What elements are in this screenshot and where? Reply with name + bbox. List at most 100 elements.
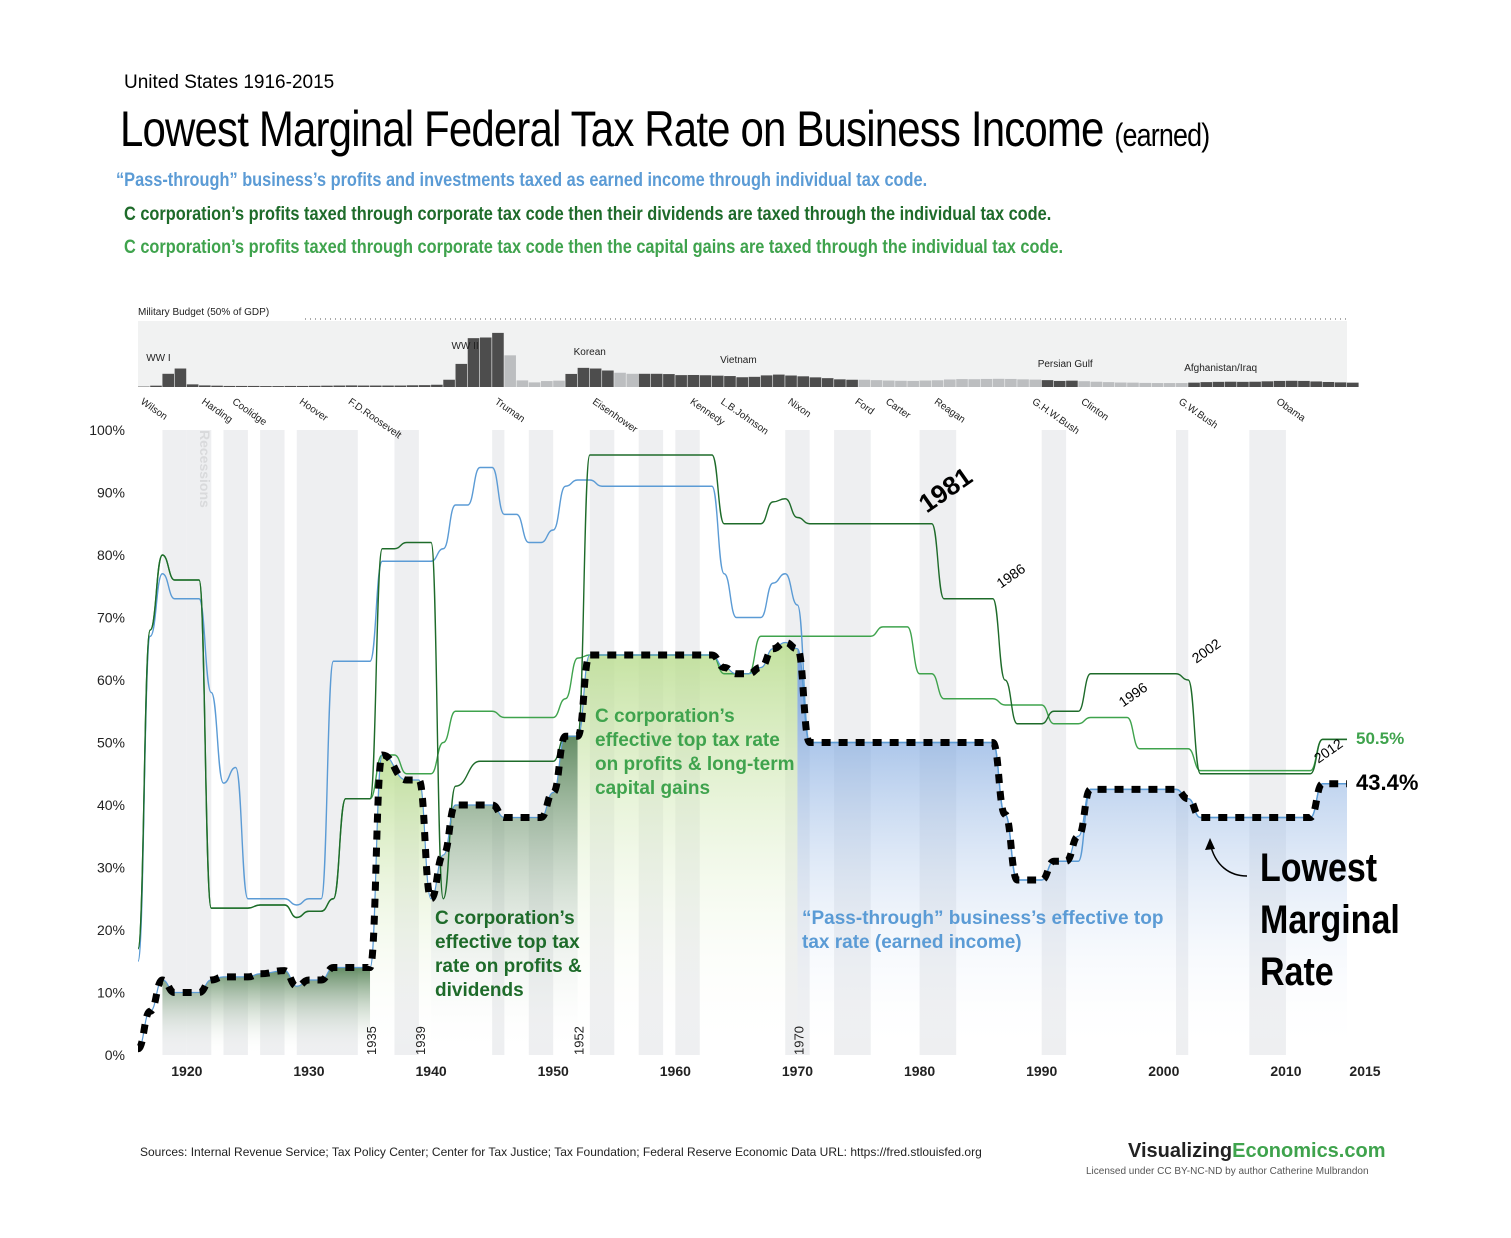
military-bar: [589, 368, 602, 387]
military-bar: [980, 378, 993, 387]
brand-logo: VisualizingEconomics.com: [1128, 1140, 1386, 1163]
military-bar: [614, 372, 626, 387]
military-bar: [626, 373, 639, 387]
military-bar: [1310, 381, 1322, 387]
military-bar: [736, 377, 748, 387]
y-tick-label: 20%: [97, 922, 125, 938]
military-bar: [992, 378, 1005, 387]
arrow-head: [1205, 838, 1215, 850]
military-bar: [150, 385, 162, 387]
president-label: Ford: [853, 396, 876, 417]
recession-band: [186, 430, 212, 1055]
y-tick-label: 100%: [89, 422, 125, 438]
x-tick-label: 2010: [1270, 1063, 1301, 1079]
military-bar: [931, 380, 944, 387]
military-bar: [211, 385, 223, 387]
event-year-label: 1935: [364, 1026, 379, 1055]
military-bar: [1273, 380, 1286, 387]
military-bar: [467, 338, 480, 387]
military-bar: [394, 385, 407, 387]
war-label: Vietnam: [720, 355, 757, 366]
military-bar: [968, 379, 981, 387]
x-tick-label: 1980: [904, 1063, 935, 1079]
military-bar: [1017, 379, 1029, 387]
military-bar: [1334, 382, 1347, 387]
area-capital-gains-1936: [370, 755, 432, 1055]
president-label: Nixon: [786, 396, 813, 420]
military-bar: [565, 373, 578, 387]
military-bar: [1151, 383, 1164, 387]
x-tick-label: 1970: [782, 1063, 813, 1079]
title-main: Lowest Marginal Federal Tax Rate on Busi…: [120, 101, 1104, 157]
x-tick-label: 1950: [538, 1063, 569, 1079]
annotation-dividends: C corporation’s effective top tax rate o…: [435, 908, 582, 1001]
military-bar: [1005, 378, 1017, 387]
military-bar: [162, 373, 175, 387]
series-line-lowest: [134, 638, 1347, 1053]
military-bar: [528, 382, 541, 387]
annotation-pass-through: “Pass-through” business’s effective top …: [802, 908, 1164, 953]
military-bar: [260, 386, 272, 387]
recession-band: [223, 430, 248, 1055]
war-label: Afghanistan/Iraq: [1184, 363, 1257, 374]
military-bar: [785, 375, 797, 387]
military-bar: [809, 377, 822, 387]
military-bar: [418, 385, 431, 387]
chart-subtitle: United States 1916-2015: [124, 72, 335, 93]
military-bar: [858, 379, 871, 387]
military-bar: [1347, 382, 1359, 387]
military-bar: [235, 385, 248, 387]
war-label: WW I: [146, 353, 170, 364]
war-label: Korean: [574, 347, 606, 358]
military-bar: [1212, 381, 1225, 387]
brand-suffix: Economics.com: [1232, 1140, 1386, 1162]
president-label: Obama: [1274, 396, 1308, 424]
military-bar: [711, 375, 724, 387]
y-tick-label: 40%: [97, 797, 125, 813]
military-bar: [455, 363, 468, 387]
military-bar: [1322, 381, 1335, 387]
military-bar: [1041, 380, 1054, 387]
area-capital-gains-1950s: [577, 642, 798, 1055]
military-bar: [846, 379, 858, 387]
military-bar: [1200, 382, 1213, 387]
recession-band: [296, 430, 358, 1055]
president-label: Eisenhower: [590, 396, 640, 435]
line-year-label: 2002: [1189, 635, 1224, 666]
event-year-label: 1970: [791, 1026, 806, 1055]
military-bar: [406, 385, 419, 387]
military-bar: [944, 379, 956, 387]
x-tick-label: 1960: [660, 1063, 691, 1079]
x-tick-label: 1940: [416, 1063, 447, 1079]
military-bar: [541, 381, 553, 387]
military-bar: [1249, 381, 1261, 387]
military-bar: [821, 378, 834, 387]
president-label: Hoover: [297, 396, 330, 424]
president-label: Clinton: [1079, 396, 1111, 423]
x-tick-label: 2000: [1148, 1063, 1179, 1079]
military-bar: [638, 373, 651, 387]
war-label: Persian Gulf: [1038, 359, 1093, 370]
military-bar: [748, 376, 761, 387]
military-bar: [345, 385, 358, 387]
military-bar: [675, 375, 687, 387]
military-bar: [797, 376, 810, 387]
military-bar: [773, 374, 785, 387]
recessions-label: Recessions: [197, 430, 213, 508]
military-bar: [1176, 383, 1188, 387]
military-bar: [1127, 382, 1139, 387]
military-bar: [492, 332, 504, 387]
military-bar: [1090, 381, 1103, 387]
legend-dividends: C corporation’s profits taxed through co…: [124, 204, 1052, 225]
annotation-lowest-marginal-rate: Lowest Marginal Rate: [1260, 846, 1400, 994]
military-bar: [834, 379, 846, 387]
military-bar: [1163, 383, 1176, 387]
area-pass-through: [797, 648, 1347, 1055]
title-suffix: (earned): [1114, 117, 1210, 153]
military-bar: [1188, 382, 1200, 387]
military-bar: [699, 375, 712, 387]
military-bar: [870, 380, 883, 387]
military-bar: [1237, 381, 1249, 387]
military-bar: [650, 373, 663, 387]
military-bar: [1224, 381, 1237, 387]
